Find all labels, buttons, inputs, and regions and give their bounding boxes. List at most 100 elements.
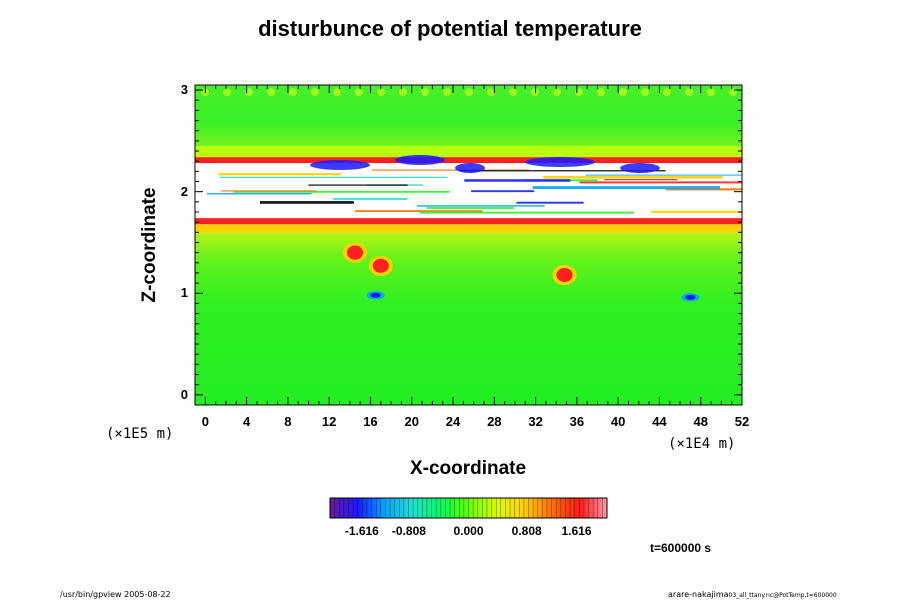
turbulent-stripe bbox=[471, 190, 535, 193]
x-tick-label: 16 bbox=[363, 414, 378, 429]
surface-wave bbox=[377, 88, 385, 97]
surface-wave bbox=[575, 88, 583, 97]
turbulent-stripe bbox=[579, 181, 742, 184]
turbulent-stripe bbox=[416, 205, 545, 207]
plot-axes bbox=[194, 84, 743, 406]
turbulent-stripe bbox=[219, 176, 448, 179]
y-tick-label: 2 bbox=[180, 183, 188, 199]
upper-layer bbox=[195, 85, 742, 158]
cold-patch bbox=[310, 160, 370, 170]
turbulent-stripe bbox=[464, 179, 571, 182]
cold-patch bbox=[620, 163, 660, 173]
turbulent-stripe bbox=[259, 201, 354, 204]
surface-wave bbox=[443, 88, 451, 97]
surface-wave bbox=[553, 88, 561, 97]
hotspot-2 bbox=[556, 267, 573, 282]
surface-wave bbox=[421, 88, 429, 97]
surface-wave bbox=[531, 88, 539, 97]
turbulent-stripe bbox=[459, 170, 666, 172]
turbulent-stripe bbox=[354, 210, 483, 213]
x-tick-label: 0 bbox=[201, 414, 209, 429]
heatmap-field bbox=[195, 85, 742, 405]
footer-left: /usr/bin/gpview 2005-08-22 bbox=[60, 590, 171, 599]
turbulent-stripe bbox=[651, 210, 742, 214]
surface-wave bbox=[311, 88, 319, 97]
hotspot-0 bbox=[346, 245, 363, 260]
surface-wave bbox=[509, 88, 517, 97]
turbulent-stripe bbox=[426, 207, 514, 209]
x-axis-label: X-coordinate bbox=[409, 458, 527, 479]
turbulent-stripe bbox=[372, 169, 530, 171]
x-tick-label: 44 bbox=[652, 414, 667, 429]
x-tick-label: 28 bbox=[487, 414, 502, 429]
lower-layer bbox=[195, 232, 742, 405]
turbulent-stripe bbox=[233, 190, 450, 193]
footer-right-main: arare-nakajima bbox=[668, 590, 729, 599]
surface-wave bbox=[641, 88, 649, 97]
surface-wave bbox=[223, 88, 231, 97]
x-tick-label: 4 bbox=[242, 414, 251, 429]
turbulent-stripe bbox=[532, 186, 721, 190]
band-2 bbox=[195, 218, 742, 225]
y-axis-label: Z-coordinate bbox=[139, 187, 160, 303]
colorbar bbox=[329, 497, 608, 519]
surface-wave bbox=[289, 88, 297, 97]
turbulent-stripe bbox=[585, 174, 742, 176]
turbulent-stripe bbox=[218, 173, 341, 176]
x-tick-label: 24 bbox=[445, 414, 461, 429]
colorbar-tick-label: 0.808 bbox=[511, 524, 542, 538]
footer-right-small: 03_all_ttany.nc@PotTemp,t=600000 bbox=[728, 592, 837, 599]
coldspot-4 bbox=[685, 294, 696, 300]
turbulent-stripe bbox=[220, 190, 317, 192]
surface-wave bbox=[707, 88, 715, 97]
turbulent-stripe bbox=[603, 179, 678, 181]
footer-right: arare-nakajima03_all_ttany.nc@PotTemp,t=… bbox=[668, 590, 837, 599]
x-tick-label: 40 bbox=[610, 414, 626, 429]
y-tick-label: 0 bbox=[180, 386, 188, 402]
x-tick-label: 36 bbox=[569, 414, 585, 429]
turbulent-stripe bbox=[206, 192, 312, 195]
cold-patch bbox=[455, 163, 485, 173]
surface-wave bbox=[399, 88, 407, 97]
cold-patch bbox=[525, 157, 595, 167]
turbulent-stripe bbox=[665, 188, 742, 191]
x-tick-label: 12 bbox=[321, 414, 337, 429]
colorbar-tick-label: 1.616 bbox=[561, 524, 592, 538]
band-3 bbox=[195, 157, 742, 164]
turbulent-stripe bbox=[333, 198, 408, 200]
turbulent-stripe bbox=[419, 211, 635, 214]
colorbar-tick-label: 0.000 bbox=[453, 524, 484, 538]
colorbar-tick-label: -1.616 bbox=[344, 524, 379, 538]
colorbar-tick-label: -0.808 bbox=[391, 524, 426, 538]
hotspot-1 bbox=[372, 258, 389, 273]
coldspot-3 bbox=[370, 292, 381, 298]
x-tick-label: 48 bbox=[693, 414, 708, 429]
chart-title: disturbunce of potential temperature bbox=[258, 16, 642, 41]
y-scale-note: (×1E5 m) bbox=[106, 426, 174, 442]
turbulent-stripe bbox=[543, 175, 723, 179]
band-1 bbox=[195, 224, 742, 233]
surface-wave bbox=[729, 88, 737, 97]
surface-wave bbox=[619, 88, 627, 97]
x-tick-label: 32 bbox=[528, 414, 543, 429]
y-tick-label: 3 bbox=[180, 82, 188, 98]
surface-wave bbox=[465, 88, 473, 97]
surface-wave bbox=[685, 88, 693, 97]
surface-wave bbox=[663, 88, 671, 97]
surface-wave bbox=[267, 88, 275, 97]
band-4 bbox=[195, 145, 742, 158]
x-scale-note: (×1E4 m) bbox=[668, 436, 736, 452]
cold-patch bbox=[395, 155, 445, 165]
time-label: t=600000 s bbox=[650, 541, 712, 555]
plot-frame bbox=[194, 84, 743, 406]
turbulent-stripe bbox=[516, 201, 584, 204]
surface-wave bbox=[597, 88, 605, 97]
x-tick-label: 20 bbox=[404, 414, 419, 429]
x-tick-label: 8 bbox=[284, 414, 292, 429]
surface-wave bbox=[355, 88, 363, 97]
surface-wave bbox=[333, 88, 341, 97]
turbulent-stripe bbox=[308, 184, 408, 186]
surface-wave bbox=[487, 88, 495, 97]
y-tick-label: 1 bbox=[180, 285, 188, 301]
